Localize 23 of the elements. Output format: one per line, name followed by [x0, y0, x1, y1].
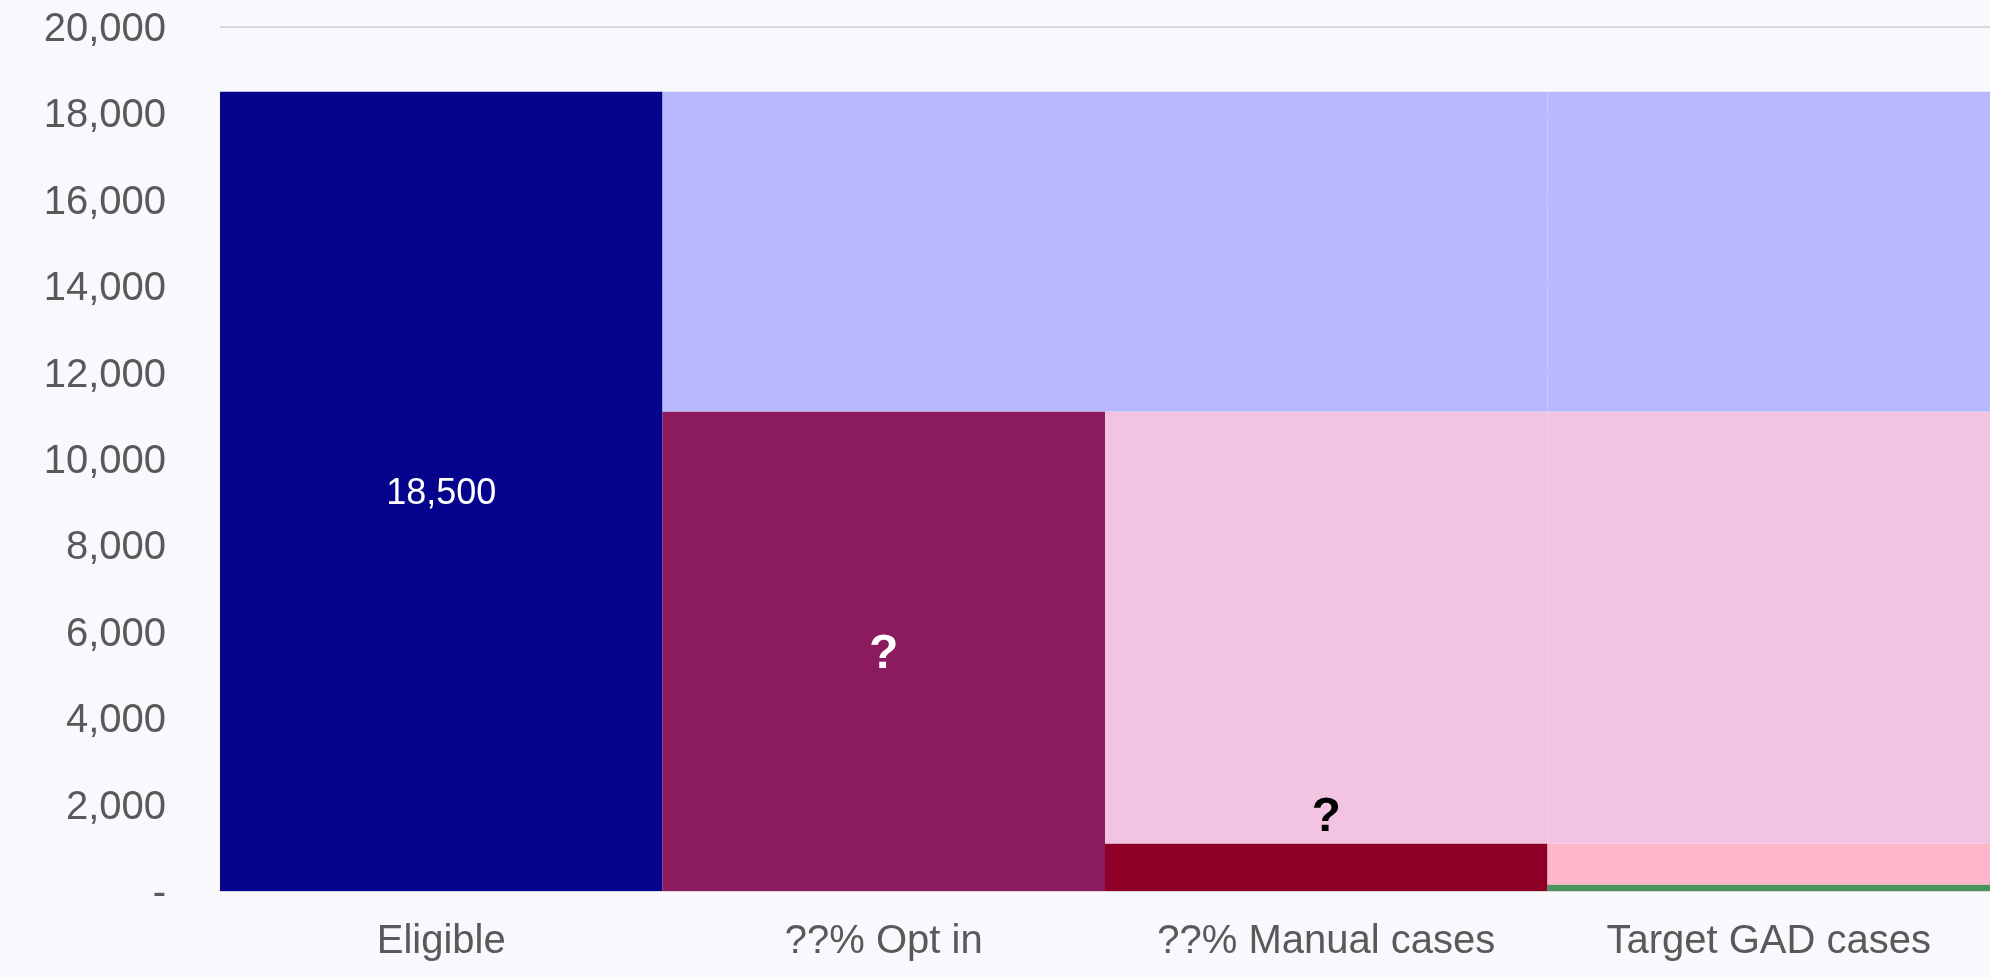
bar — [1547, 884, 1990, 891]
y-tick-label: 18,000 — [43, 91, 166, 136]
y-tick-label: 8,000 — [65, 523, 166, 568]
bar — [1547, 843, 1990, 885]
data-label: 18,500 — [386, 470, 497, 512]
x-tick-label: ??% Manual cases — [1157, 917, 1496, 961]
x-tick-label: Eligible — [376, 917, 506, 961]
y-tick-label: 16,000 — [43, 177, 166, 222]
y-tick-label: 6,000 — [65, 609, 166, 654]
y-tick-label: 4,000 — [65, 696, 166, 741]
bar — [220, 91, 663, 891]
y-tick-label: 20,000 — [43, 5, 166, 49]
y-tick-label: 2,000 — [65, 782, 166, 827]
y-tick-label: 10,000 — [43, 437, 166, 481]
x-tick-label: ??% Opt in — [784, 917, 983, 961]
data-label: ? — [869, 624, 899, 678]
y-tick-label: - — [152, 869, 166, 913]
bar — [662, 411, 1105, 891]
x-tick-label: Target GAD cases — [1606, 917, 1932, 961]
bar — [1105, 843, 1548, 891]
data-label: ? — [1311, 787, 1341, 841]
y-tick-label: 14,000 — [43, 264, 166, 309]
y-tick-label: 12,000 — [43, 350, 166, 395]
